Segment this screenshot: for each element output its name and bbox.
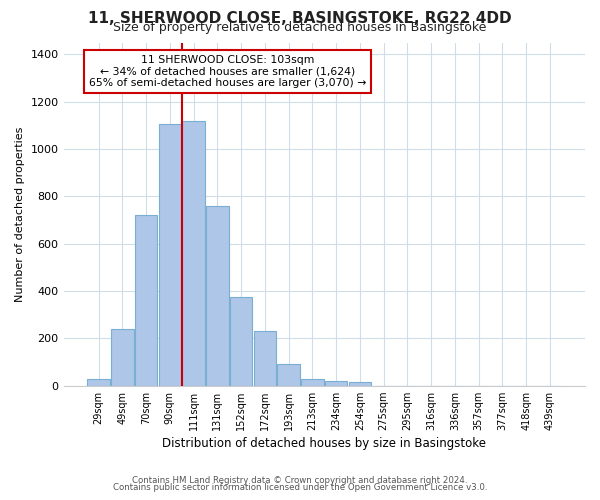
Bar (325, 381, 347, 386)
Bar (182, 120, 205, 386)
Text: Size of property relative to detached houses in Basingstoke: Size of property relative to detached ho… (113, 22, 487, 35)
Bar (349, 382, 371, 386)
Y-axis label: Number of detached properties: Number of detached properties (15, 126, 25, 302)
Text: Contains public sector information licensed under the Open Government Licence v3: Contains public sector information licen… (113, 484, 487, 492)
Bar (254, 332, 276, 386)
Bar (301, 378, 323, 386)
Bar (135, 216, 157, 386)
Bar (158, 124, 181, 386)
Text: 11 SHERWOOD CLOSE: 103sqm
← 34% of detached houses are smaller (1,624)
65% of se: 11 SHERWOOD CLOSE: 103sqm ← 34% of detac… (89, 54, 367, 88)
Text: 11, SHERWOOD CLOSE, BASINGSTOKE, RG22 4DD: 11, SHERWOOD CLOSE, BASINGSTOKE, RG22 4D… (88, 11, 512, 26)
Bar (87, 378, 110, 386)
Bar (277, 364, 300, 386)
Bar (111, 329, 134, 386)
Bar (206, 206, 229, 386)
X-axis label: Distribution of detached houses by size in Basingstoke: Distribution of detached houses by size … (162, 437, 486, 450)
Bar (230, 297, 253, 386)
Text: Contains HM Land Registry data © Crown copyright and database right 2024.: Contains HM Land Registry data © Crown c… (132, 476, 468, 485)
